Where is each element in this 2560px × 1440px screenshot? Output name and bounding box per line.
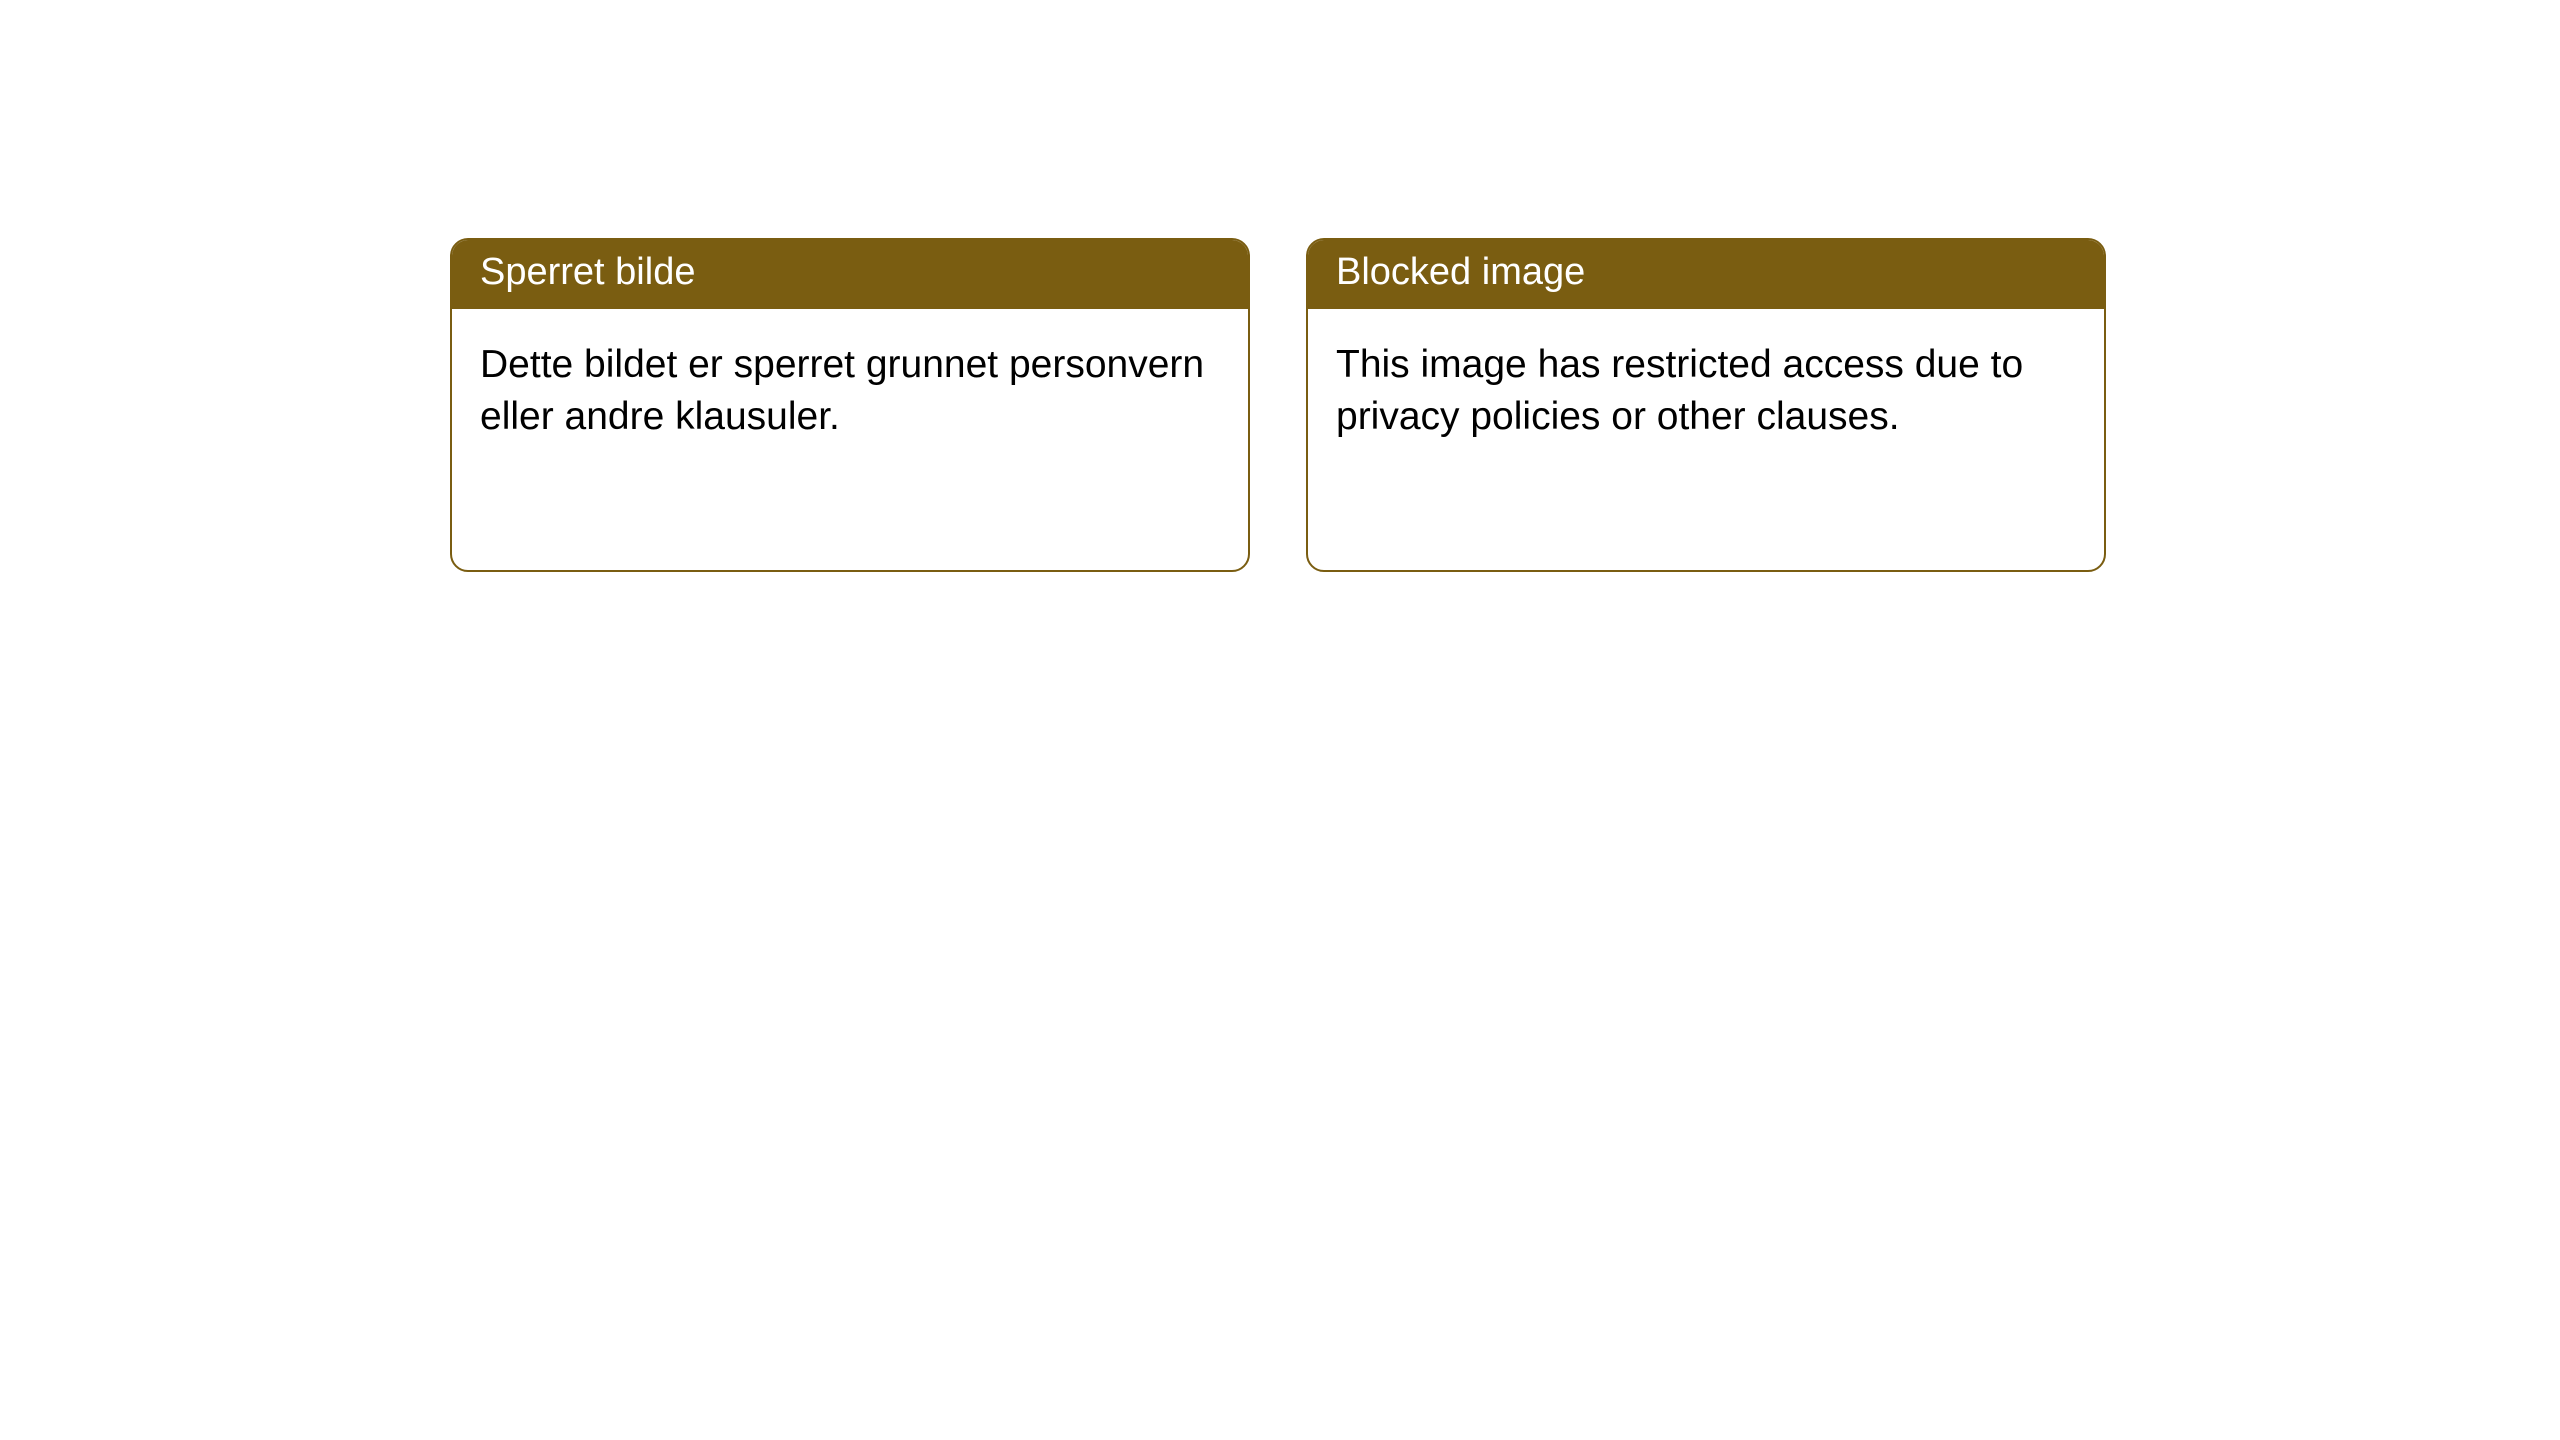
blocked-image-card-english: Blocked image This image has restricted … — [1306, 238, 2106, 572]
card-header-norwegian: Sperret bilde — [452, 240, 1248, 309]
card-header-english: Blocked image — [1308, 240, 2104, 309]
blocked-image-card-norwegian: Sperret bilde Dette bildet er sperret gr… — [450, 238, 1250, 572]
card-body-norwegian: Dette bildet er sperret grunnet personve… — [452, 309, 1248, 472]
card-body-english: This image has restricted access due to … — [1308, 309, 2104, 472]
notice-container: Sperret bilde Dette bildet er sperret gr… — [450, 238, 2106, 572]
